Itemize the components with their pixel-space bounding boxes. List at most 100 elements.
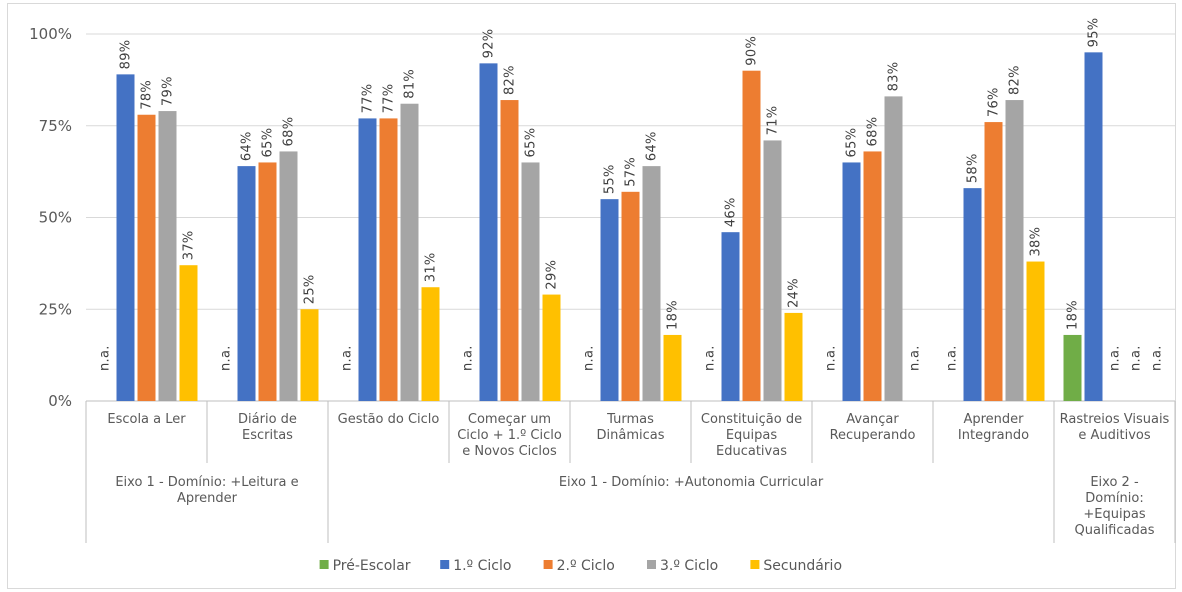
bar	[137, 114, 156, 402]
data-label: 65%	[845, 128, 860, 158]
data-label: 82%	[503, 65, 518, 95]
data-label: 24%	[787, 278, 802, 308]
data-label: 81%	[403, 69, 418, 99]
bar	[421, 287, 440, 401]
bar	[479, 63, 498, 402]
legend-swatch	[750, 560, 760, 569]
group-label: +Equipas	[1083, 507, 1145, 522]
group-label: Eixo 1 - Domínio: +Leitura e	[115, 475, 298, 490]
data-label: 76%	[987, 87, 1002, 117]
data-label: n.a.	[340, 345, 355, 371]
bar	[1084, 52, 1103, 401]
y-tick-label: 0%	[48, 392, 72, 410]
category-label: Escola a Ler	[107, 412, 186, 427]
bar	[721, 232, 740, 401]
data-label: n.a.	[1108, 345, 1123, 371]
bar	[358, 118, 377, 401]
category-label: e Auditivos	[1078, 428, 1150, 443]
data-label: 55%	[603, 164, 618, 194]
category-label: Integrando	[958, 428, 1029, 443]
legend-label: Pré-Escolar	[333, 558, 411, 574]
data-label: 64%	[645, 131, 660, 161]
bar	[379, 118, 398, 401]
data-label: 95%	[1087, 18, 1102, 48]
legend-label: Secundário	[763, 558, 842, 574]
data-label: 46%	[724, 197, 739, 227]
bar	[984, 122, 1003, 401]
bar	[1026, 261, 1045, 401]
category-label: Escritas	[242, 428, 293, 443]
bar	[300, 309, 319, 401]
category-label: Diário de	[238, 412, 297, 427]
data-label: 83%	[887, 62, 902, 92]
bar	[884, 96, 903, 401]
category-label: e Novos Ciclos	[462, 444, 557, 459]
bar	[642, 166, 661, 401]
category-label: Aprender	[963, 412, 1024, 427]
data-label: 90%	[745, 36, 760, 66]
bar	[400, 103, 419, 401]
data-label: 25%	[303, 274, 318, 304]
bar	[179, 265, 198, 401]
bar	[663, 334, 682, 401]
data-label: 79%	[161, 76, 176, 106]
data-label: n.a.	[98, 345, 113, 371]
data-label: 31%	[424, 252, 439, 282]
bar	[742, 70, 761, 401]
category-label: Equipas	[726, 428, 778, 443]
data-label: 18%	[1066, 300, 1081, 330]
data-label: 68%	[866, 117, 881, 147]
category-label: Turmas	[606, 412, 654, 427]
group-label: Qualificadas	[1075, 523, 1155, 538]
legend-swatch	[647, 560, 656, 569]
data-label: n.a.	[1150, 345, 1165, 371]
legend-swatch	[319, 560, 329, 569]
bar	[158, 111, 177, 401]
data-label: n.a.	[824, 345, 839, 371]
category-label: Avançar	[846, 412, 899, 427]
data-label: 58%	[966, 153, 981, 183]
bar	[279, 151, 298, 401]
data-label: n.a.	[703, 345, 718, 371]
y-tick-label: 25%	[39, 300, 72, 318]
category-label: Gestão do Ciclo	[338, 412, 440, 427]
data-label: 89%	[119, 40, 134, 70]
y-tick-label: 50%	[39, 209, 72, 227]
category-label: Constituição de	[701, 412, 802, 427]
bar	[842, 162, 861, 401]
bar	[237, 166, 256, 401]
data-label: 92%	[482, 29, 497, 59]
category-label: Ciclo + 1.º Ciclo	[457, 428, 562, 443]
data-label: n.a.	[1129, 345, 1144, 371]
y-tick-label: 100%	[29, 25, 72, 43]
group-label: Eixo 1 - Domínio: +Autonomia Curricular	[559, 475, 824, 490]
data-label: 77%	[361, 84, 376, 114]
legend-label: 1.º Ciclo	[453, 558, 511, 574]
category-label: Rastreios Visuais	[1060, 412, 1170, 427]
bar	[116, 74, 135, 402]
data-label: 77%	[382, 84, 397, 114]
data-label: 68%	[282, 117, 297, 147]
legend-label: 2.º Ciclo	[557, 558, 615, 574]
data-label: 71%	[766, 106, 781, 136]
data-label: 57%	[624, 157, 639, 187]
category-label: Recuperando	[830, 428, 916, 443]
bar	[600, 199, 619, 401]
data-label: 78%	[140, 80, 155, 110]
bar	[621, 191, 640, 401]
legend-label: 3.º Ciclo	[660, 558, 718, 574]
bar	[1063, 334, 1082, 401]
data-label: 29%	[545, 260, 560, 290]
data-label: n.a.	[908, 345, 923, 371]
y-tick-label: 75%	[39, 117, 72, 135]
group-label: Aprender	[177, 491, 238, 506]
data-label: 65%	[524, 128, 539, 158]
group-label: Domínio:	[1085, 491, 1143, 506]
data-label: 65%	[261, 128, 276, 158]
bar	[542, 294, 561, 401]
data-label: 38%	[1029, 227, 1044, 257]
data-label: 82%	[1008, 65, 1023, 95]
legend-swatch	[440, 560, 450, 569]
data-label: n.a.	[461, 345, 476, 371]
